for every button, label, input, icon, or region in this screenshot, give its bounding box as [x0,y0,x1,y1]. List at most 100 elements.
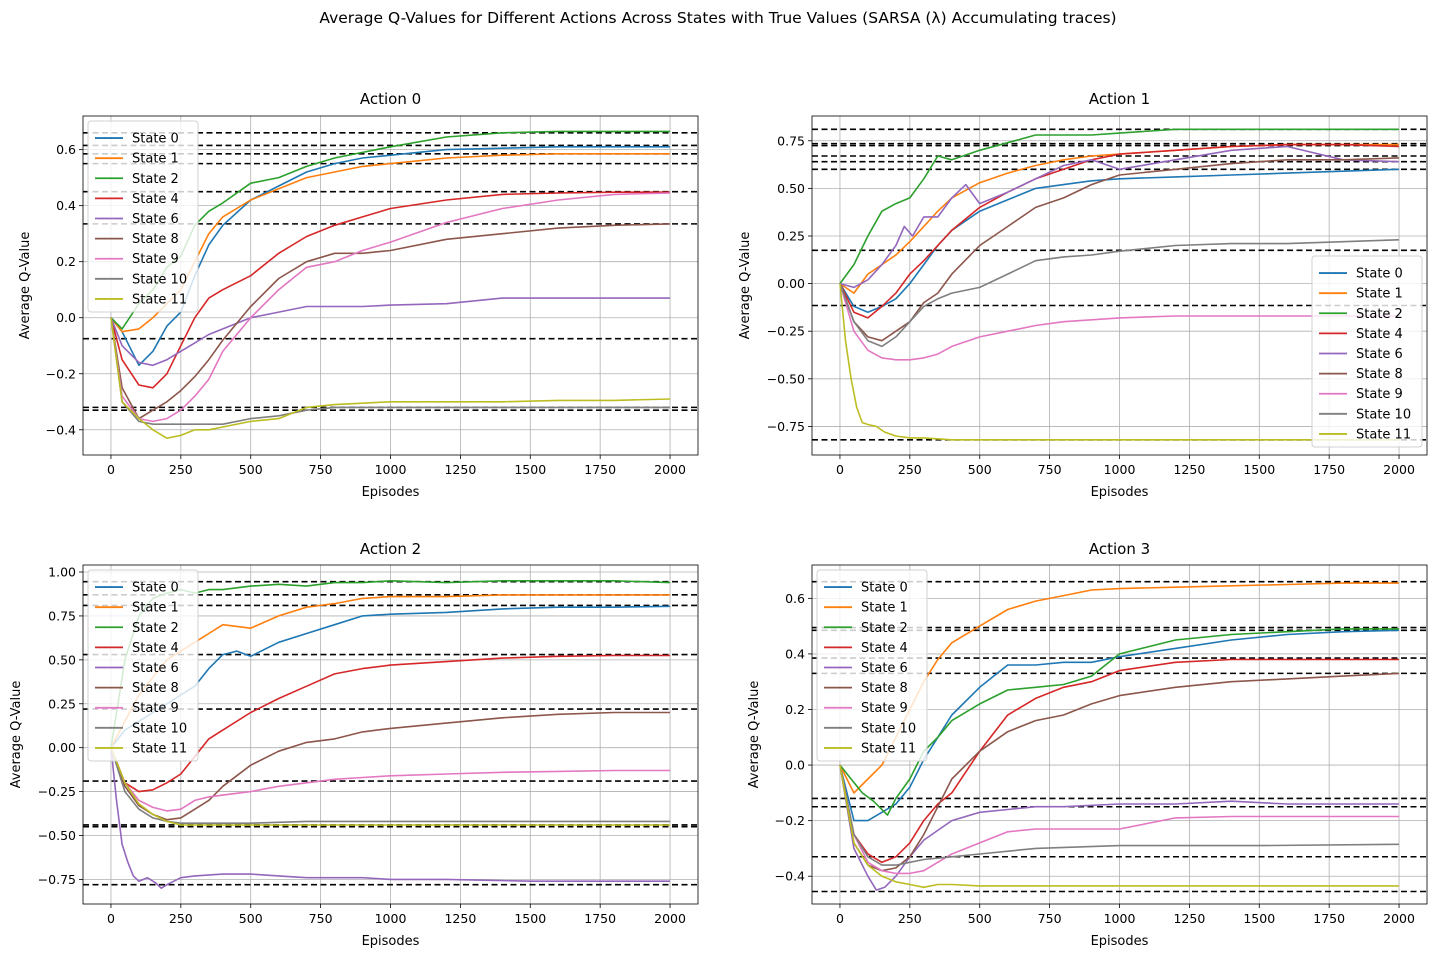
y-tick-label: −0.50 [767,371,805,386]
x-tick-label: 250 [898,462,922,477]
y-tick-label: 0.50 [777,181,805,196]
legend-box [816,569,928,762]
y-tick-label: −0.50 [38,828,76,843]
x-tick-label: 2000 [1383,462,1415,477]
x-tick-label: 1500 [514,911,546,926]
x-tick-label: 500 [968,911,992,926]
series-line-state-1 [110,153,670,333]
legend-label: State 10 [861,721,916,736]
x-tick-label: 500 [239,462,263,477]
grid [83,116,698,455]
series-line-state-9 [839,283,1399,361]
y-tick-label: 0.0 [785,758,805,773]
legend-label: State 4 [861,641,908,656]
y-tick-label: 0.75 [48,608,76,623]
x-tick-label: 2000 [654,911,686,926]
legend-label: State 8 [1356,367,1403,382]
legend-label: State 10 [132,272,187,287]
x-tick-label: 250 [898,911,922,926]
y-tick-label: −0.75 [38,872,76,887]
legend-label: State 8 [132,232,179,247]
legend-label: State 8 [861,681,908,696]
series-line-state-2 [839,628,1399,816]
series-line-state-10 [839,239,1400,348]
y-tick-label: 0.6 [56,142,76,157]
x-axis-label: Episodes [1091,485,1149,500]
y-tick-label: 1.00 [48,565,76,580]
series-line-state-11 [839,764,1399,889]
series-line-state-6 [839,764,1399,891]
x-tick-label: 0 [107,462,115,477]
legend-label: State 10 [132,721,187,736]
y-tick-label: −0.25 [767,324,805,339]
series-line-state-9 [110,192,671,423]
x-tick-label: 1250 [1173,462,1205,477]
series-line-state-4 [110,191,670,389]
y-tick-label: 0.4 [56,198,76,213]
legend-label: State 11 [132,292,187,307]
legend-label: State 6 [1356,347,1403,362]
legend-label: State 9 [132,701,179,716]
y-tick-label: 0.25 [777,228,805,243]
grid [812,565,1427,904]
subplot-action-1: Action 1 Episodes Average Q-Value 0 250 50… [738,90,1428,500]
subplot-title: Action 3 [1089,540,1150,558]
legend-label: State 8 [132,681,179,696]
x-axis-label: Episodes [362,934,420,949]
series-line-state-9 [110,747,670,812]
series-line-state-8 [839,157,1400,342]
series-line-state-11 [110,747,670,826]
x-tick-label: 750 [1038,462,1062,477]
x-tick-label: 2000 [1383,911,1415,926]
y-tick-label: 0.25 [48,696,76,711]
y-tick-label: 0.00 [777,276,805,291]
subplot-title: Action 1 [1089,90,1150,108]
y-tick-label: 0.4 [785,646,805,661]
subplot-title: Action 2 [360,540,421,558]
y-tick-label: −0.4 [775,869,805,884]
series-line-state-6 [110,747,670,889]
y-axis-label: Average Q-Value [747,681,762,789]
legend-label: State 2 [1356,307,1403,322]
legend-label: State 1 [1356,287,1403,302]
plot-area [812,128,1427,441]
x-tick-label: 250 [169,911,193,926]
legend-label: State 4 [132,192,179,207]
series-line-state-10 [839,764,1400,866]
subplot-action-0: Action 0 Episodes Average Q-Value 0 250 50… [18,90,699,500]
x-tick-label: 0 [836,462,844,477]
x-tick-label: 1000 [375,462,407,477]
x-tick-label: 750 [1038,911,1062,926]
y-tick-label: 0.6 [785,591,805,606]
x-tick-label: 1250 [444,462,476,477]
y-tick-label: 0.50 [48,652,76,667]
x-tick-label: 1500 [1243,462,1275,477]
legend-label: State 2 [132,621,179,636]
legend: State 0 State 1 State 2 State 4 State 6 State… [1311,255,1423,448]
series-line-state-8 [110,223,671,420]
series-line-state-0 [110,146,670,367]
legend-box [1311,255,1423,448]
x-tick-label: 1250 [444,911,476,926]
legend-label: State 1 [861,601,908,616]
series-line-state-10 [110,317,670,425]
x-tick-label: 1500 [1243,911,1275,926]
series-line-state-9 [839,764,1399,875]
x-tick-label: 250 [169,462,193,477]
y-tick-label: 0.00 [48,740,76,755]
x-tick-label: 1000 [375,911,407,926]
series-line-state-4 [839,658,1399,864]
x-axis-label: Episodes [1091,934,1149,949]
legend: State 0 State 1 State 2 State 4 State 6 State… [816,569,928,762]
legend-label: State 9 [861,701,908,716]
ticks: 0 250 500 750 1000 1250 1500 1750 2000 −0.4 −0.2 0.… [775,591,1415,926]
series-line-state-2 [839,128,1399,285]
x-tick-label: 500 [239,911,263,926]
legend-label: State 11 [861,741,916,756]
legend-label: State 9 [132,252,179,267]
x-tick-label: 1250 [1173,911,1205,926]
x-tick-label: 0 [107,911,115,926]
series-line-state-11 [110,317,671,439]
legend: State 0 State 1 State 2 State 4 State 6 State… [87,120,199,313]
